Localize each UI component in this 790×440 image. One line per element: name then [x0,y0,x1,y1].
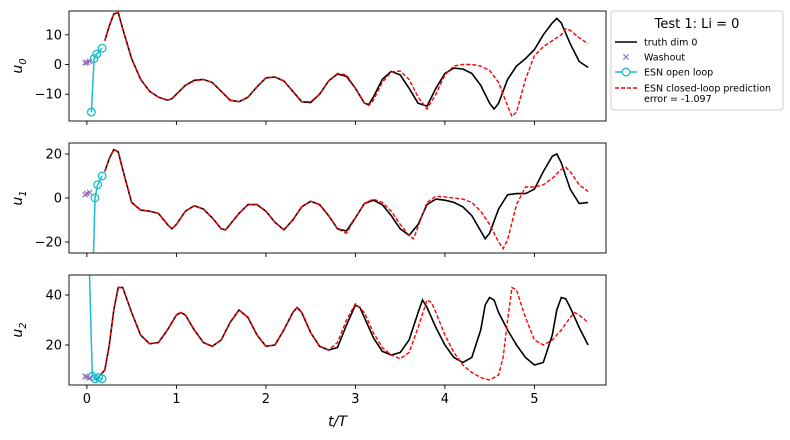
legend-handle [623,54,629,60]
legend-label: truth dim 0 [644,38,697,49]
legend-label-line2: error = -1.097 [644,94,712,105]
open-loop-point [89,54,99,64]
plot-area [82,275,589,384]
truth-line [104,148,589,241]
legend-title: Test 1: Li = 0 [654,17,740,32]
open-loop-line [92,175,103,253]
y-axis-label-base: u [10,65,26,74]
subplot-1: −20 0 20 u1 [10,142,607,257]
open-loop-point [92,49,102,59]
y-tick-label: 40 [45,289,62,304]
x-tick-label: 4 [441,392,449,407]
legend: Test 1: Li = 0 truth dim 0 Washout ESN ope… [610,10,784,111]
legend-entry: ESN closed-loop prediction error = -1.09… [615,84,771,105]
y-tick-label: −20 [35,236,62,251]
y-tick-label: −10 [35,88,62,103]
open-loop-point [97,43,107,53]
washout-point [86,375,93,381]
axes-frame [68,274,607,386]
legend-frame [610,10,784,111]
washout-stroke [82,373,89,380]
prediction-line [104,148,589,250]
washout-point [82,60,89,67]
axes-frame [68,142,607,254]
y-axis-label-subscript: 0 [18,58,29,64]
washout-point [82,373,89,380]
washout-stroke [86,58,93,65]
x-tick-label: 1 [172,392,180,407]
washout-point [86,189,93,196]
x-tick-label: 2 [262,392,270,407]
x-tick-label: 3 [351,392,359,407]
washout-stroke [83,374,90,380]
prediction-line [104,11,589,118]
open-loop-point [90,193,100,203]
open-loop-point [97,374,107,384]
legend-label: Washout [644,53,685,64]
legend-label: ESN closed-loop prediction [644,84,771,95]
x-tick-label: 5 [530,392,538,407]
x-tick-label: 0 [83,392,91,407]
y-tick-label: 0 [54,58,62,73]
legend-label: ESN open loop [644,68,713,79]
truth-line [104,11,589,111]
open-loop-point [93,180,103,190]
legend-entry: Washout [623,53,685,64]
open-loop-point [97,171,107,181]
open-loop-point [86,107,96,117]
legend-handle-marker [621,67,631,77]
y-axis-label: u0 [10,58,29,73]
y-axis-label: u2 [10,322,29,337]
open-loop-line [88,275,103,380]
y-axis-label-base: u [10,329,26,338]
washout-stroke [86,375,93,381]
y-tick-label: 20 [45,339,62,354]
y-tick-label: 0 [54,192,62,207]
plot-area [82,11,589,118]
axes-frame [68,10,607,122]
y-axis-label: u1 [10,190,29,205]
y-axis-label-subscript: 1 [18,190,29,196]
truth-line [95,286,589,381]
plot-area [82,148,589,253]
y-axis-label-base: u [10,197,26,206]
x-axis-label: t/T [328,414,348,430]
washout-point [86,58,93,65]
legend-entry: truth dim 0 [615,38,697,49]
legend-entries: truth dim 0 Washout ESN open loop ESN close… [615,38,771,105]
legend-entry: ESN open loop [615,68,713,79]
washout-stroke [82,60,89,67]
prediction-line [95,286,589,381]
y-tick-label: 10 [45,28,62,43]
washout-stroke [86,189,93,196]
y-axis-label-subscript: 2 [18,322,29,328]
y-tick-label: 20 [45,148,62,163]
